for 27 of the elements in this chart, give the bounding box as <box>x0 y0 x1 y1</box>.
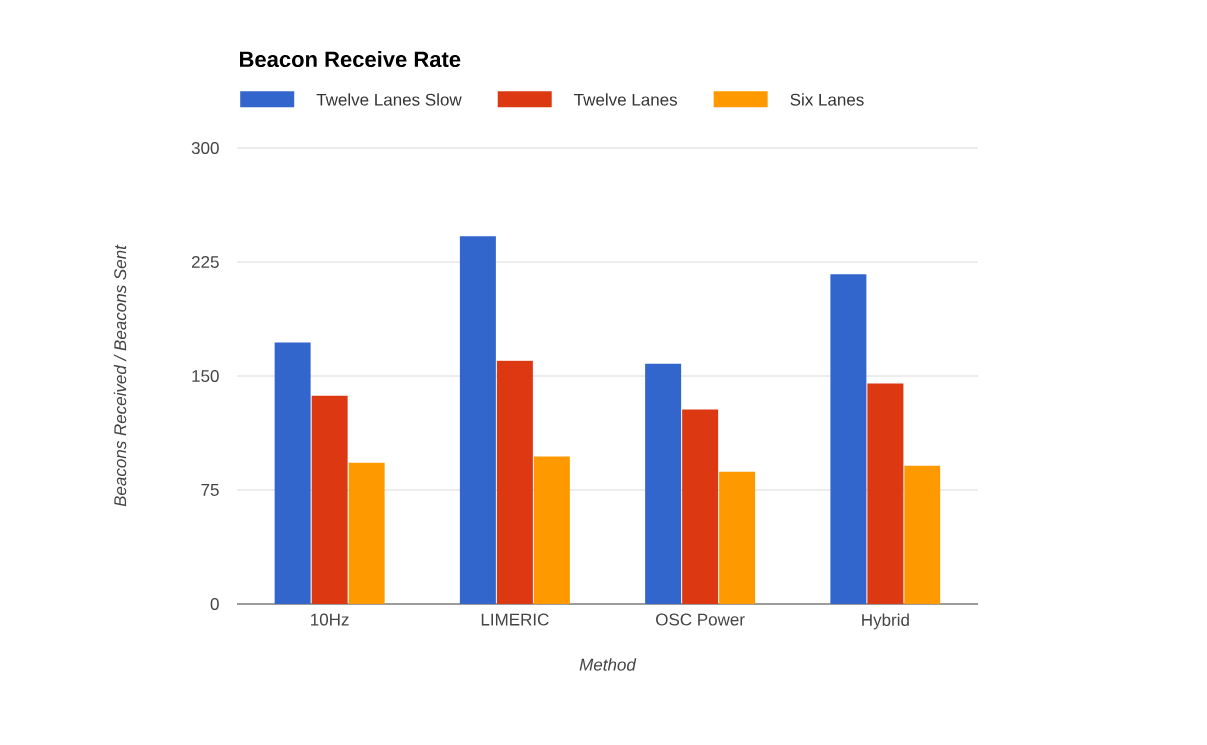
y-tick-label: 225 <box>191 255 219 269</box>
bar <box>496 360 533 604</box>
x-tick-label: OSC Power <box>656 613 745 626</box>
legend-label: Six Lanes <box>790 93 864 106</box>
y-tick-label: 300 <box>191 141 219 155</box>
bar <box>311 395 348 604</box>
y-axis-title: Beacons Received / Beacons Sent <box>113 244 127 507</box>
x-tick-label: Hybrid <box>862 613 909 630</box>
bar <box>348 462 385 604</box>
legend-label: Twelve Lanes <box>574 93 678 106</box>
x-tick-label: 10Hz <box>311 613 349 626</box>
bar <box>830 274 867 604</box>
x-tick-label: LIMERIC <box>481 613 549 626</box>
bar <box>533 456 570 604</box>
bar <box>904 465 941 604</box>
bar <box>645 363 682 604</box>
bar <box>459 236 496 604</box>
bar <box>867 383 904 604</box>
y-tick-label: 150 <box>192 369 219 383</box>
legend-label: Twelve Lanes Slow <box>316 93 462 106</box>
bar <box>682 409 719 604</box>
y-tick-label: 75 <box>201 484 219 496</box>
bar <box>719 471 756 604</box>
chart-title: Beacon Receive Rate <box>240 50 461 68</box>
x-axis-title: Method <box>579 658 637 671</box>
bar <box>274 342 311 604</box>
y-tick-label: 0 <box>210 597 219 611</box>
